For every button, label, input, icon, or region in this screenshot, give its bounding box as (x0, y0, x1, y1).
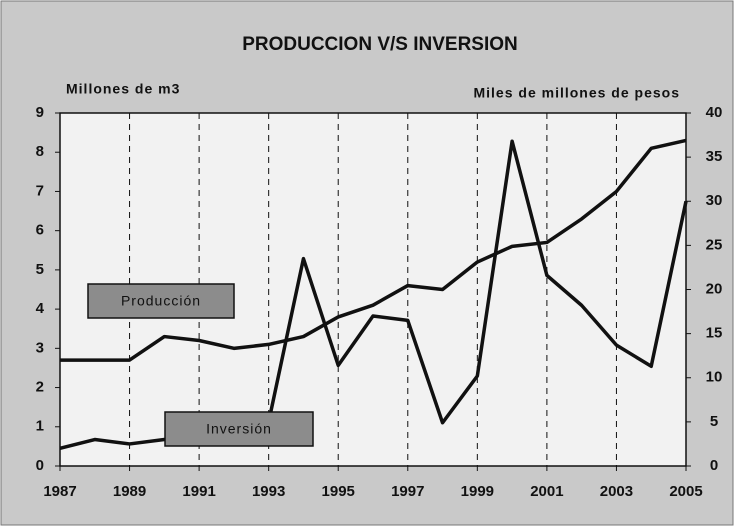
y2-tick-label: 30 (706, 192, 723, 209)
y2-tick-label: 0 (710, 457, 718, 474)
x-tick-label: 2001 (530, 483, 563, 500)
legend-label: Inversión (206, 421, 272, 437)
y-tick-label: 3 (36, 339, 44, 356)
y-tick-label: 4 (36, 300, 45, 317)
series-line (60, 138, 687, 362)
legend-box (164, 411, 314, 447)
chart-title: PRODUCCION V/S INVERSION (242, 34, 518, 55)
y2-tick-label: 5 (710, 413, 718, 430)
x-tick-label: 2003 (600, 483, 633, 500)
x-tick-label: 1993 (252, 483, 285, 500)
y-tick-label: 5 (36, 261, 44, 278)
y-tick-label: 0 (36, 457, 44, 474)
x-tick-label: 1997 (391, 483, 424, 500)
legend-box (87, 283, 235, 319)
x-tick-label: 1989 (113, 483, 146, 500)
y2-axis-label: Miles de millones de pesos (473, 85, 680, 101)
y2-tick-label: 25 (706, 236, 723, 253)
y2-tick-label: 15 (706, 325, 723, 342)
x-tick-label: 1999 (461, 483, 494, 500)
y-tick-label: 8 (36, 143, 44, 160)
y-axis-label: Millones de m3 (66, 81, 180, 97)
y2-tick-label: 10 (706, 369, 723, 386)
y2-tick-label: 35 (706, 148, 723, 165)
x-tick-label: 1987 (43, 483, 76, 500)
x-tick-label: 1995 (322, 483, 355, 500)
y2-tick-label: 40 (706, 104, 723, 121)
y2-tick-label: 20 (706, 280, 723, 297)
y-tick-label: 1 (36, 418, 44, 435)
x-tick-label: 2005 (669, 483, 702, 500)
x-tick-label: 1991 (182, 483, 215, 500)
y-tick-label: 2 (36, 379, 44, 396)
y-tick-label: 6 (36, 222, 44, 239)
y-tick-label: 7 (36, 182, 44, 199)
y-tick-label: 9 (36, 104, 44, 121)
legend-label: Producción (121, 293, 201, 309)
